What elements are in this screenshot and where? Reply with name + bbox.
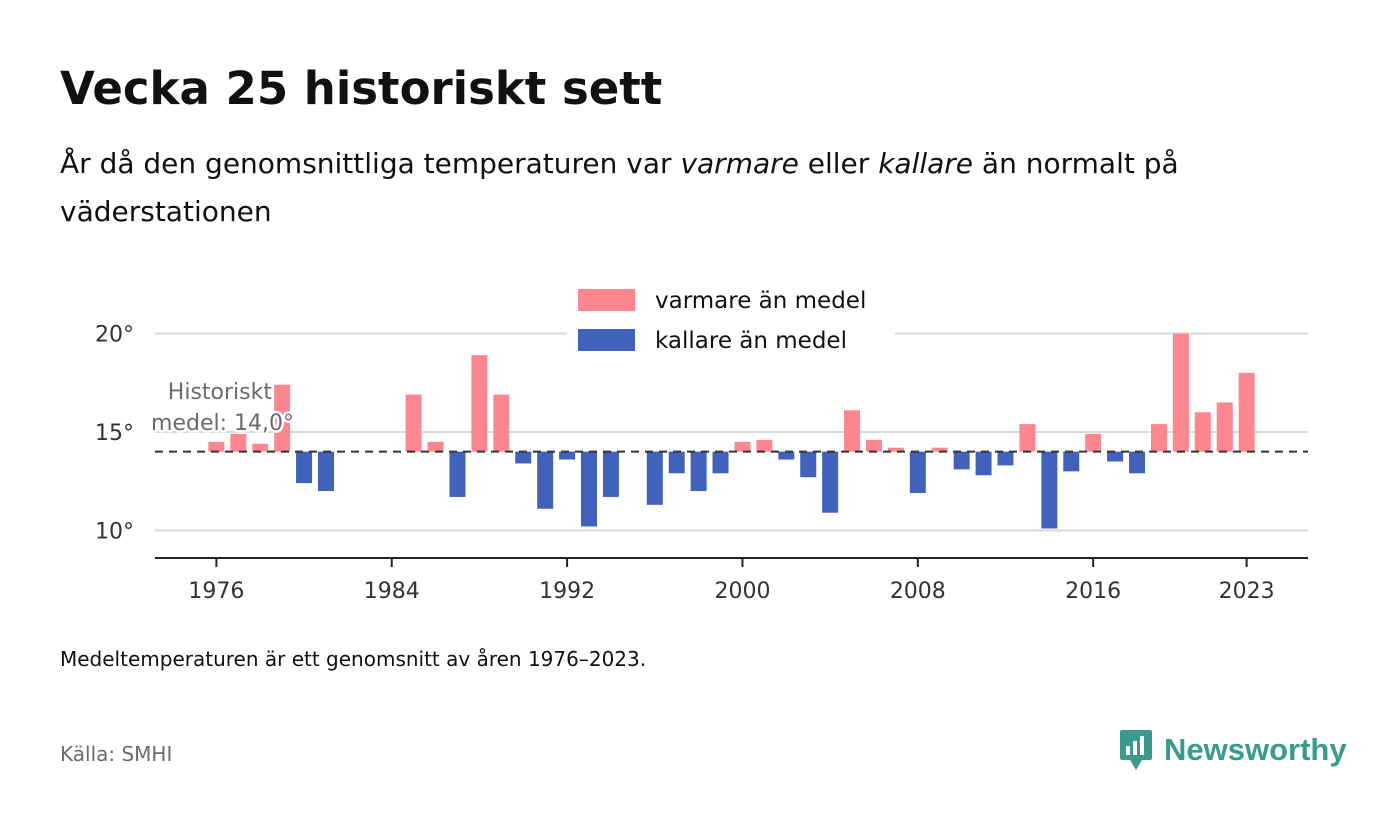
bars xyxy=(208,333,1255,529)
bar xyxy=(1216,402,1233,452)
y-tick-label: 15° xyxy=(95,421,134,446)
bar xyxy=(581,451,598,527)
bar xyxy=(690,451,707,492)
mean-label-line2: medel: 14,0° xyxy=(151,411,294,436)
bar xyxy=(997,451,1014,466)
bar xyxy=(646,451,663,505)
legend: varmare än medel kallare än medel xyxy=(567,282,895,362)
bar xyxy=(1238,372,1255,452)
source-note: Källa: SMHI xyxy=(60,742,173,766)
bar xyxy=(975,451,992,476)
bar xyxy=(844,410,861,452)
bar xyxy=(1150,424,1167,452)
bar xyxy=(559,451,576,460)
bar xyxy=(1041,451,1058,529)
bar xyxy=(1129,451,1146,474)
bar xyxy=(1019,424,1036,452)
x-axis: 1976 1984 1992 2000 2008 2016 2023 xyxy=(155,557,1308,604)
bar xyxy=(405,394,422,452)
x-tick-label: 1976 xyxy=(188,579,244,604)
bar xyxy=(1063,451,1080,472)
bar xyxy=(1194,412,1211,452)
subtitle-text: eller xyxy=(798,147,879,180)
x-tick-label: 2000 xyxy=(714,579,770,604)
bar xyxy=(887,447,904,452)
bar xyxy=(602,451,619,497)
bar xyxy=(296,451,313,484)
x-tick-label: 2016 xyxy=(1065,579,1121,604)
bar xyxy=(537,451,554,509)
y-tick-label: 10° xyxy=(95,519,134,544)
bar xyxy=(1172,333,1189,452)
bar xyxy=(1107,451,1124,462)
legend-label: kallare än medel xyxy=(655,328,847,354)
x-tick-label: 1984 xyxy=(364,579,420,604)
bar xyxy=(515,451,532,464)
bar xyxy=(800,451,817,478)
brand-name: Newsworthy xyxy=(1164,732,1347,767)
y-axis-labels: 10° 15° 20° xyxy=(95,322,134,544)
bar xyxy=(778,451,795,460)
chart-title: Vecka 25 historiskt sett xyxy=(60,62,663,115)
mean-label: Historiskt medel: 14,0° xyxy=(149,378,297,439)
x-tick-label: 2008 xyxy=(890,579,946,604)
bar xyxy=(493,394,510,452)
newsworthy-logo: Newsworthy xyxy=(1118,728,1347,772)
bar xyxy=(317,451,334,492)
bar xyxy=(953,451,970,470)
legend-swatch xyxy=(578,329,635,351)
x-tick-label: 1992 xyxy=(539,579,595,604)
bar xyxy=(230,433,247,452)
bar xyxy=(449,451,466,497)
legend-label: varmare än medel xyxy=(655,288,866,314)
bar xyxy=(712,451,729,474)
bar xyxy=(931,447,948,452)
bar xyxy=(427,441,444,452)
chart-subtitle: År då den genomsnittliga temperaturen va… xyxy=(60,140,1310,236)
mean-label-line1: Historiskt xyxy=(168,380,273,405)
bar xyxy=(1085,433,1102,452)
newsworthy-logo-icon xyxy=(1120,730,1152,770)
subtitle-text: År då den genomsnittliga temperaturen va… xyxy=(60,147,681,180)
bar xyxy=(822,451,839,513)
subtitle-text: än normalt på väderstationen xyxy=(60,147,1179,228)
y-tick-label: 20° xyxy=(95,322,134,347)
x-tick-label: 2023 xyxy=(1219,579,1275,604)
subtitle-cold-word: kallare xyxy=(878,147,974,180)
bar xyxy=(756,439,773,452)
bar xyxy=(734,441,751,452)
grid-lines xyxy=(155,332,1308,532)
bar xyxy=(274,384,291,452)
bar xyxy=(252,443,269,452)
bar xyxy=(471,355,488,452)
bar xyxy=(909,451,926,494)
bar xyxy=(208,441,225,452)
subtitle-warm-word: varmare xyxy=(680,147,799,180)
legend-swatch xyxy=(578,289,635,311)
bar xyxy=(865,439,882,452)
footnote: Medeltemperaturen är ett genomsnitt av å… xyxy=(60,647,647,671)
bar xyxy=(668,451,685,474)
